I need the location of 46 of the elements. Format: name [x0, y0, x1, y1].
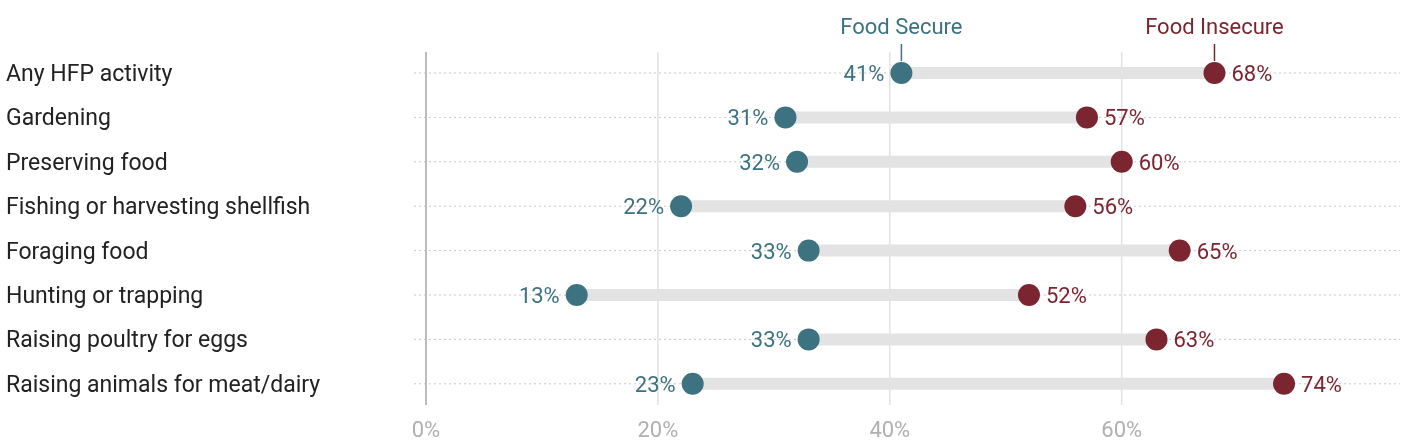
x-tick-label: 20%: [637, 417, 679, 442]
data-label: 32%: [739, 149, 781, 175]
y-tick-label: Fishing or harvesting shellfish: [6, 193, 311, 221]
point: [797, 239, 820, 262]
data-label: 52%: [1045, 283, 1087, 308]
series-label: Food Insecure: [1145, 14, 1284, 39]
point: [1064, 195, 1087, 218]
point: [786, 150, 809, 173]
y-tick-label: Preserving food: [6, 148, 168, 176]
point: [565, 284, 588, 306]
x-tick-label: 40%: [869, 417, 911, 442]
x-tick-label: 0%: [411, 417, 441, 442]
data-label: 33%: [750, 327, 792, 353]
y-tick-label: Raising poultry for eggs: [6, 326, 248, 354]
x-tick-label: 60%: [1101, 417, 1143, 442]
data-label: 74%: [1301, 371, 1342, 397]
point: [1110, 150, 1133, 173]
point: [1168, 239, 1191, 262]
series-label: Food Secure: [840, 14, 963, 39]
data-label: 56%: [1092, 194, 1134, 220]
point: [670, 195, 693, 218]
point: [1145, 328, 1168, 351]
data-label: 68%: [1231, 61, 1273, 86]
data-label: 41%: [843, 61, 885, 86]
y-tick-label: Hunting or trapping: [6, 282, 204, 309]
y-tick-label: Foraging food: [6, 237, 149, 265]
data-label: 63%: [1173, 327, 1215, 353]
point: [681, 372, 704, 395]
y-tick-label: Raising animals for meat/dairy: [6, 370, 321, 398]
data-label: 13%: [518, 283, 560, 308]
point: [1017, 284, 1040, 306]
data-label: 33%: [750, 238, 792, 264]
point: [890, 62, 913, 84]
point: [1075, 106, 1098, 129]
data-label: 22%: [623, 194, 665, 220]
y-tick-label: Any HFP activity: [6, 60, 173, 87]
data-label: 65%: [1196, 238, 1238, 264]
data-label: 60%: [1138, 149, 1180, 175]
data-label: 57%: [1103, 105, 1145, 131]
data-label: 31%: [727, 105, 769, 131]
point: [1273, 372, 1296, 395]
point: [797, 328, 820, 351]
y-tick-label: Gardening: [6, 104, 111, 132]
data-label: 23%: [634, 371, 676, 397]
point: [1203, 62, 1226, 84]
point: [774, 106, 797, 129]
